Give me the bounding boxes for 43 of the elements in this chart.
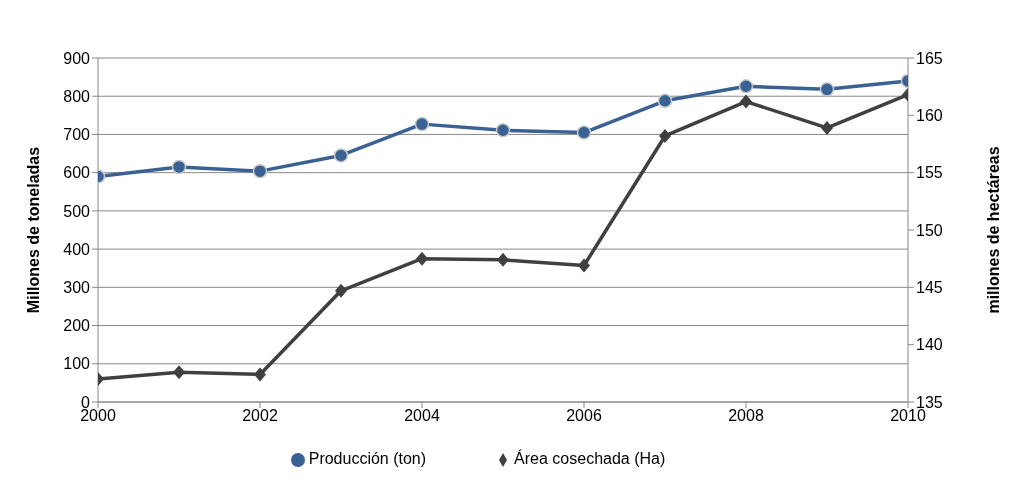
point xyxy=(335,283,347,298)
point xyxy=(740,94,752,109)
point xyxy=(576,125,592,140)
y-tick-label: 300 xyxy=(63,279,91,297)
x-tick-label: 2010 xyxy=(890,407,926,425)
x-tick-label: 2006 xyxy=(566,407,602,425)
point xyxy=(333,148,349,163)
legend-label: Producción (ton) xyxy=(308,450,427,467)
point xyxy=(252,163,268,179)
point xyxy=(578,258,590,273)
x-tick-label: 2008 xyxy=(728,407,764,425)
y-tick-label: 600 xyxy=(63,164,91,182)
point xyxy=(254,367,266,382)
y-tick-label: 900 xyxy=(63,49,91,67)
point xyxy=(414,116,430,132)
y-tick-label: 400 xyxy=(63,240,91,258)
y-tick-label: 800 xyxy=(63,87,91,105)
point xyxy=(495,122,511,138)
point xyxy=(173,365,185,380)
x-tick-label: 2000 xyxy=(80,407,116,425)
y-tick-label: 200 xyxy=(63,317,91,335)
legend-label: Área cosechada (Ha) xyxy=(514,450,666,467)
y2-tick-label: 150 xyxy=(916,221,943,239)
y-axis-title: Millones de toneladas xyxy=(24,146,42,314)
point xyxy=(738,79,754,94)
y2-tick-label: 160 xyxy=(916,107,943,125)
point xyxy=(171,159,187,175)
point xyxy=(821,120,833,135)
point xyxy=(497,252,509,267)
point xyxy=(416,251,428,266)
point xyxy=(657,93,673,109)
point xyxy=(659,128,671,143)
y2-tick-label: 165 xyxy=(916,49,943,67)
y2-axis-title: millones de hectáreas xyxy=(984,146,1002,314)
point xyxy=(819,82,835,97)
x-tick-label: 2002 xyxy=(242,407,278,425)
y2-tick-label: 155 xyxy=(916,164,943,182)
y-tick-label: 500 xyxy=(63,202,91,220)
y-tick-label: 700 xyxy=(63,126,91,144)
x-tick-label: 2004 xyxy=(404,407,440,425)
y2-tick-label: 145 xyxy=(916,279,943,297)
y2-tick-label: 140 xyxy=(916,336,943,354)
y-tick-label: 100 xyxy=(63,355,91,373)
